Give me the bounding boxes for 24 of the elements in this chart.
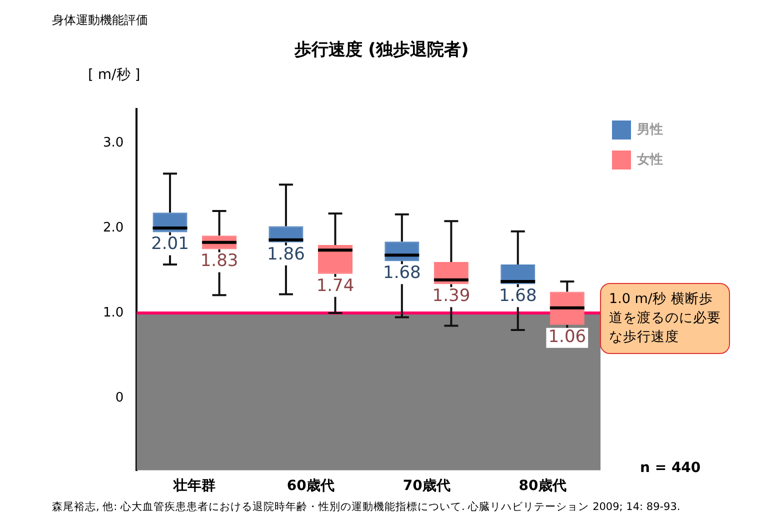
x-tick-label: 60歳代 — [286, 478, 334, 494]
x-tick-label: 80歳代 — [518, 478, 566, 494]
text: 1.39 — [432, 286, 470, 306]
chart-title: 歩行速度 (独歩退院者) — [293, 39, 470, 61]
text: 1.74 — [316, 276, 354, 296]
x-tick-label: 壮年群 — [172, 478, 216, 494]
y-tick-label: 1.0 — [102, 305, 124, 320]
y-axis-title: [ m/秒 ] — [88, 66, 140, 84]
y-tick-label: 2.0 — [102, 220, 124, 236]
text: 2.01 — [151, 234, 189, 254]
text: 1.06 — [548, 326, 586, 347]
x-tick-label: 70歳代 — [402, 478, 450, 494]
text: 1.83 — [200, 251, 238, 272]
text: 1.68 — [498, 286, 537, 306]
legend-label: 女性 — [636, 152, 663, 168]
text: 1.68 — [382, 263, 421, 284]
chart-subtitle: 身体運動機能評価 — [52, 12, 148, 29]
text: 1.86 — [267, 244, 305, 264]
legend-label: 男性 — [636, 122, 663, 138]
text: 森尾裕志, 他: 心大血管疾患患者における退院時年齢・性別の運動機能指標について. 心臓リハビリテーション 2009; 14: 89-93. — [52, 500, 680, 514]
text: n = 440 — [640, 460, 701, 476]
ref-line-label: 1.0 m/秒 横断歩道を渡るのに必要な歩行速度 — [600, 283, 730, 354]
y-tick-label: 3.0 — [102, 135, 124, 150]
y-tick-label: 0 — [115, 390, 124, 406]
